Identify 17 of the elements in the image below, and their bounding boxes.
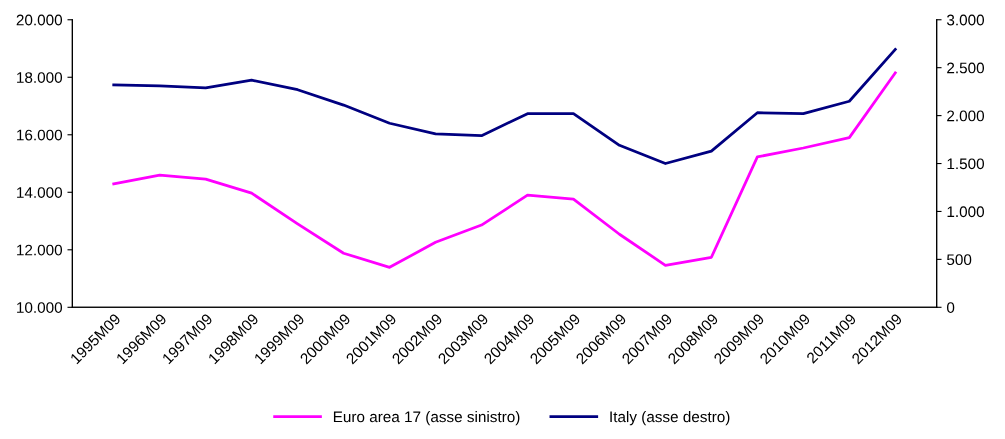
y2-tick-label: 2.500: [947, 62, 985, 74]
y2-tick-label: 3.000: [946, 14, 985, 26]
y-tick-label: 20.000: [16, 14, 63, 26]
legend-label: Italy (asse destro): [610, 411, 730, 426]
line-series: [112, 48, 897, 165]
y2-tick-label: 500: [946, 254, 972, 266]
y-tick-label: 18.000: [17, 72, 63, 83]
y2-tick-label: 1.500: [947, 158, 985, 170]
y2-tick-label: 2.000: [947, 110, 985, 122]
legend-label: Euro area 17 (asse sinistro): [333, 411, 520, 426]
y2-tick-label: 0: [946, 302, 955, 313]
y-tick-label: 16.000: [17, 129, 63, 141]
line-series: [112, 71, 897, 269]
y-tick-label: 10.000: [17, 302, 63, 313]
y-tick-label: 14.000: [17, 187, 63, 198]
y-tick-label: 12.000: [17, 244, 63, 256]
y2-tick-label: 1.000: [947, 206, 985, 218]
